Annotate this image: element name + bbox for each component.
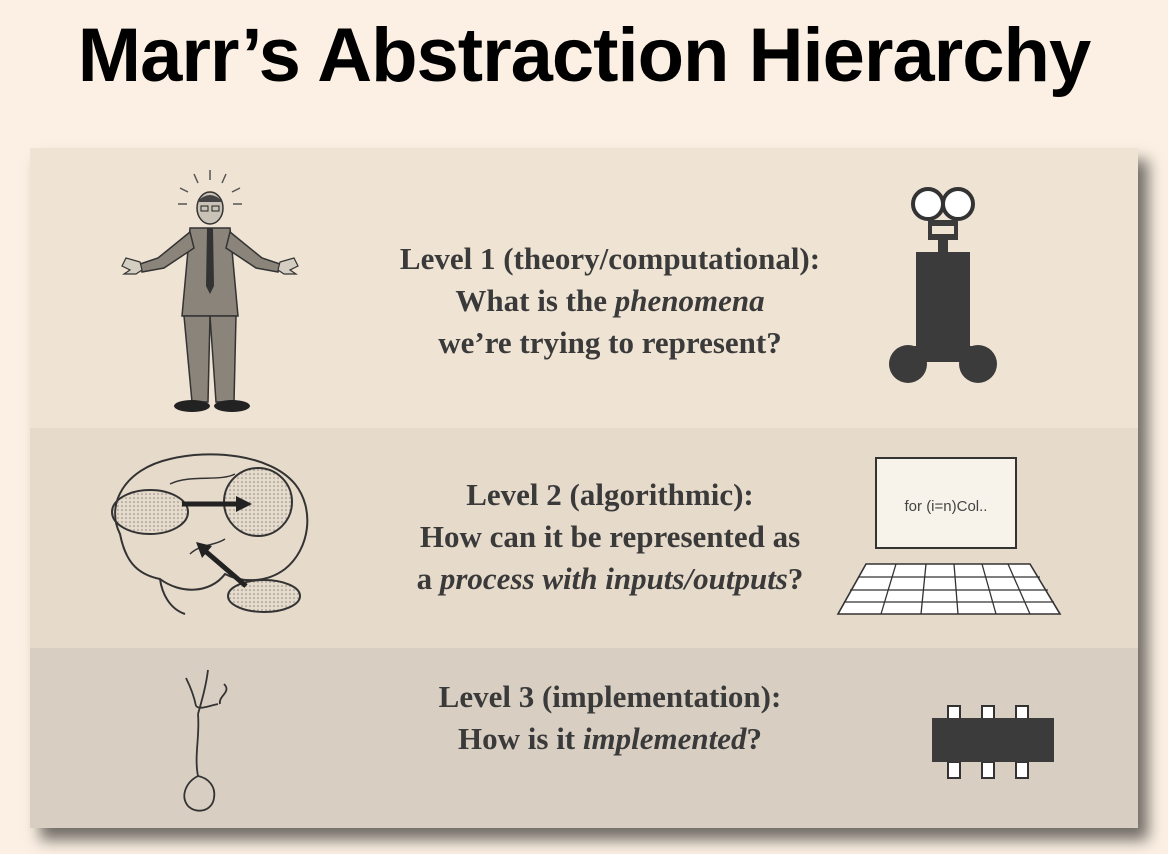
brain-flow-icon <box>111 453 309 615</box>
level-3-text: Level 3 (implementation): How is it impl… <box>330 676 890 760</box>
level-3-line-2: How is it implemented? <box>458 721 762 756</box>
level-2-line-3: a process with inputs/outputs? <box>416 561 804 596</box>
confused-man-icon <box>121 170 299 412</box>
level-1-line-2: What is the phenomena <box>455 283 765 318</box>
level-1-band: Level 1 (theory/computational): What is … <box>30 148 1138 428</box>
level-2-text: Level 2 (algorithmic): How can it be rep… <box>330 474 890 600</box>
level-1-heading: Level 1 (theory/computational): <box>399 241 821 276</box>
level-2-heading: Level 2 (algorithmic): <box>466 477 754 512</box>
level-2-line-2: How can it be represented as <box>419 519 801 554</box>
level-2-band: Level 2 (algorithmic): How can it be rep… <box>30 428 1138 648</box>
level-1-text: Level 1 (theory/computational): What is … <box>330 238 890 364</box>
robot-icon <box>889 187 997 383</box>
level-3-heading: Level 3 (implementation): <box>438 679 782 714</box>
level-1-line-3: we’re trying to represent? <box>438 325 782 360</box>
screen-code-text: for (i=n)Col.. <box>905 498 988 515</box>
computer-icon: for (i=n)Col.. <box>836 457 1062 615</box>
chip-icon <box>932 705 1054 779</box>
level-3-band: Level 3 (implementation): How is it impl… <box>30 648 1138 828</box>
hierarchy-panel: Level 1 (theory/computational): What is … <box>30 148 1138 828</box>
neuron-icon <box>183 669 228 812</box>
slide-title: Marr’s Abstraction Hierarchy <box>77 13 1091 98</box>
